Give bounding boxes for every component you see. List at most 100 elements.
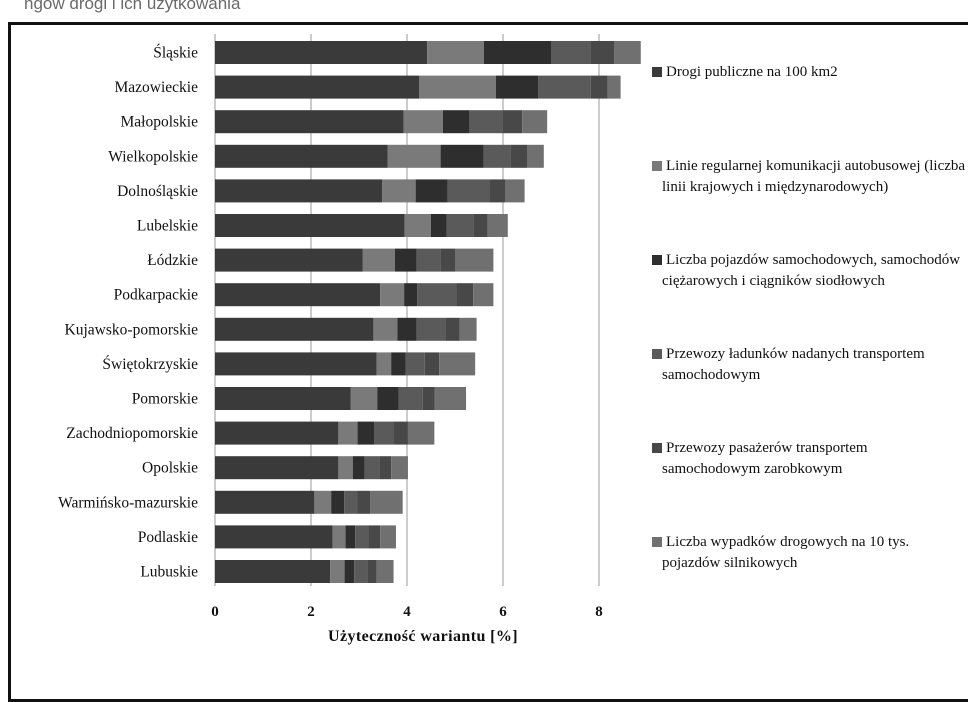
bar-segment [344, 490, 358, 514]
legend: Drogi publiczne na 100 km2 Linie regularn… [652, 64, 965, 571]
bar-segment [407, 421, 435, 445]
category-label: Kujawsko-pomorskie [65, 321, 199, 338]
bar-segment [431, 214, 447, 237]
bar-segment [395, 248, 417, 272]
legend-swatch [652, 349, 662, 359]
bar-segment [215, 144, 388, 168]
category-label: Dolnośląskie [117, 183, 198, 200]
bar-segment [487, 214, 508, 237]
bar-segment [424, 352, 440, 376]
bar-segment [215, 525, 333, 549]
bar-segment [503, 110, 523, 134]
category-label: Mazowieckie [115, 79, 199, 96]
bar-segment [215, 179, 383, 203]
bar-segment [416, 248, 441, 272]
bar-segment [215, 214, 405, 237]
bar-segment [443, 110, 470, 134]
legend-swatch [652, 161, 662, 171]
bar-segment [215, 387, 351, 410]
bar-segment [215, 110, 404, 134]
bar-segment [440, 248, 455, 272]
legend-label: Liczba pojazdów samochodowych, samochodó… [662, 252, 960, 289]
bar-segment [373, 317, 398, 341]
bar-segment [404, 214, 431, 237]
bar-segment [483, 41, 551, 64]
category-label: Podlaskie [138, 529, 198, 546]
bar-segment [398, 387, 423, 410]
bar-segment [391, 352, 406, 376]
bar-segment [215, 41, 428, 64]
bar-segment [538, 75, 591, 99]
bar-segment [434, 387, 467, 410]
bar-segment [215, 456, 339, 480]
bar-segment [357, 490, 371, 514]
bar-segment [404, 283, 418, 307]
bar-segment [393, 421, 408, 445]
bar-segment [469, 110, 503, 134]
category-label: Małopolskie [121, 114, 199, 131]
category-label: Opolskie [142, 460, 198, 477]
bar-segment [427, 41, 484, 64]
bar-segment [403, 110, 443, 134]
bar-segment [215, 421, 339, 445]
category-label: Podkarpackie [114, 287, 198, 304]
bar-segment [607, 75, 621, 99]
category-label: Lubelskie [137, 218, 198, 235]
x-tick-label: 4 [403, 604, 411, 620]
bar-segment [447, 179, 490, 203]
legend-label: Drogi publiczne na 100 km2 [666, 64, 838, 80]
bar-segment [377, 387, 399, 410]
bar-segment [473, 283, 494, 307]
bar-segment [380, 283, 405, 307]
bar-segment [489, 179, 506, 203]
bar-segment [473, 214, 488, 237]
bar-segment [510, 144, 527, 168]
bar-segment [527, 144, 544, 168]
bar-segment [367, 560, 377, 583]
legend-label: Linie regularnej komunikacji autobusowej… [662, 158, 965, 195]
bar-segment [376, 352, 392, 376]
bar-segment [456, 283, 474, 307]
legend-swatch [652, 67, 662, 77]
bar-segment [446, 214, 474, 237]
category-label: Lubuskie [140, 564, 198, 581]
legend-label: Przewozy pasażerów transportem samochodow… [662, 440, 868, 477]
legend-label: Liczba wypadków drogowych na 10 tys. poja… [662, 534, 909, 571]
bar-segment [215, 317, 374, 341]
bar-segment [352, 456, 365, 480]
bar-segment [350, 387, 378, 410]
bar-segment [215, 352, 377, 376]
bar-segment [357, 421, 375, 445]
legend-swatch [652, 537, 662, 547]
category-label: Łódzkie [147, 252, 198, 269]
category-label: Śląskie [153, 45, 198, 62]
bar-segment [505, 179, 525, 203]
bar-segment [387, 144, 441, 168]
bars [215, 41, 641, 583]
bar-segment [415, 179, 448, 203]
bar-segment [368, 525, 381, 549]
x-axis-title: Użyteczność wariantu [%] [328, 628, 518, 645]
bar-segment [354, 560, 368, 583]
bar-segment [215, 248, 363, 272]
category-labels: Śląskie Mazowieckie Małopolskie Wielkopolsk… [58, 45, 198, 581]
bar-segment [397, 317, 417, 341]
bar-segment [332, 525, 346, 549]
bar-segment [419, 75, 496, 99]
x-tick-label: 6 [499, 604, 507, 620]
category-label: Świętokrzyskie [102, 356, 198, 373]
bar-segment [416, 317, 446, 341]
bar-segment [376, 560, 394, 583]
bar-segment [215, 75, 419, 99]
bar-segment [215, 560, 331, 583]
bar-segment [391, 456, 408, 480]
bar-segment [439, 352, 476, 376]
legend-swatch [652, 443, 662, 453]
bar-segment [440, 144, 484, 168]
x-tick-labels: 0 2 4 6 8 [211, 604, 603, 620]
bar-segment [614, 41, 641, 64]
bar-segment [590, 75, 608, 99]
category-label: Pomorskie [132, 391, 198, 408]
bar-segment [551, 41, 591, 64]
x-tick-label: 0 [211, 604, 219, 620]
